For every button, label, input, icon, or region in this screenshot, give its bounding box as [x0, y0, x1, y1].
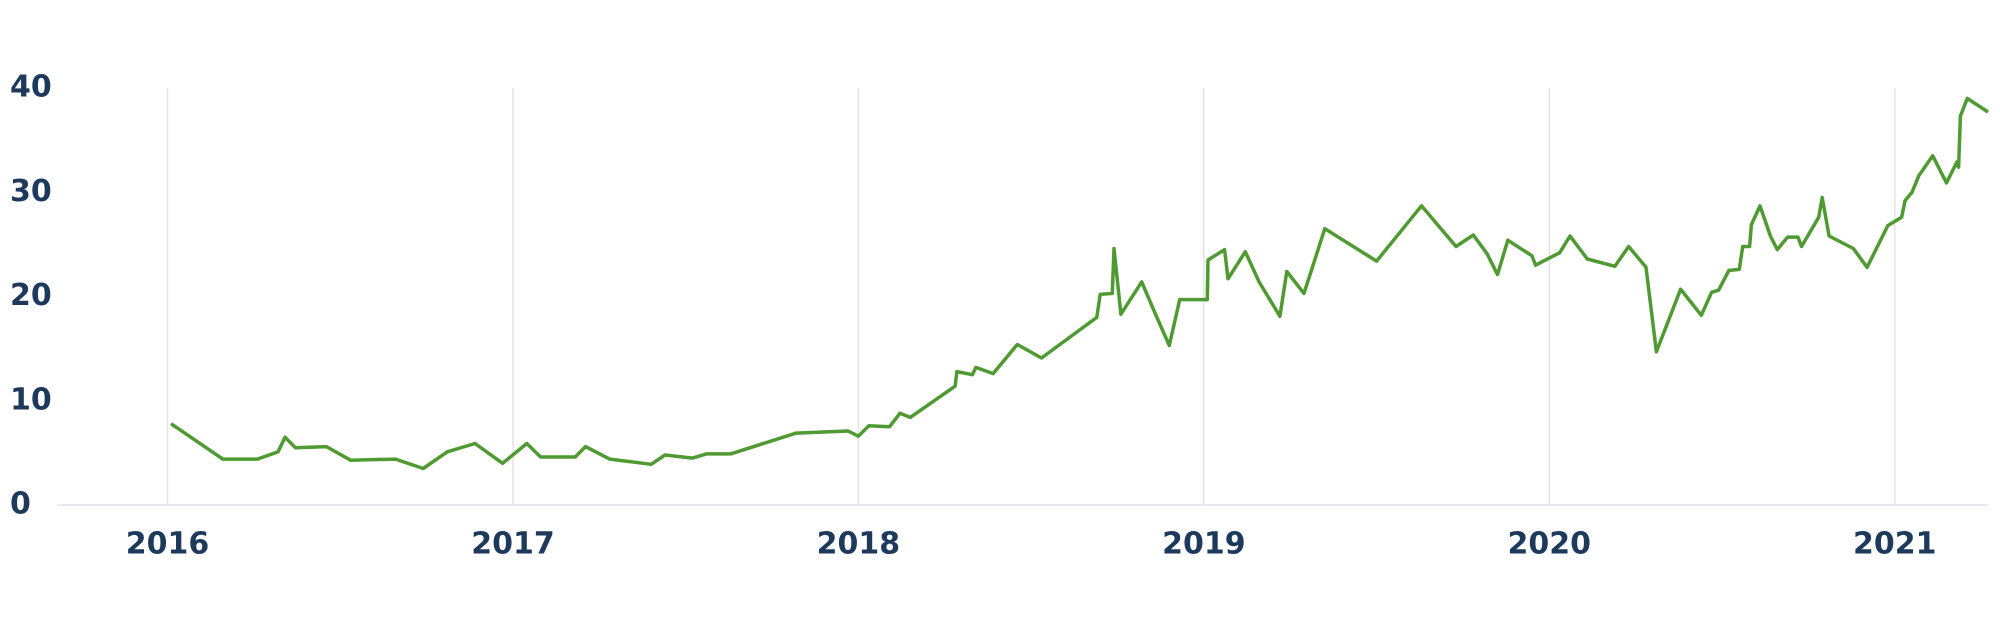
data-line: [170, 96, 1989, 471]
y-tick-label: 40: [10, 70, 52, 105]
x-tick-label: 2018: [817, 527, 901, 562]
x-tick-label: 2019: [1162, 527, 1246, 562]
y-tick-label: 30: [10, 174, 52, 209]
y-tick-label: 10: [10, 382, 52, 417]
x-tick-label: 2021: [1853, 527, 1937, 562]
x-tick-label: 2017: [471, 527, 555, 562]
x-tick-label: 2020: [1508, 527, 1592, 562]
y-tick-label: 0: [10, 487, 31, 522]
y-tick-label: 20: [10, 278, 52, 313]
x-tick-label: 2016: [126, 527, 210, 562]
